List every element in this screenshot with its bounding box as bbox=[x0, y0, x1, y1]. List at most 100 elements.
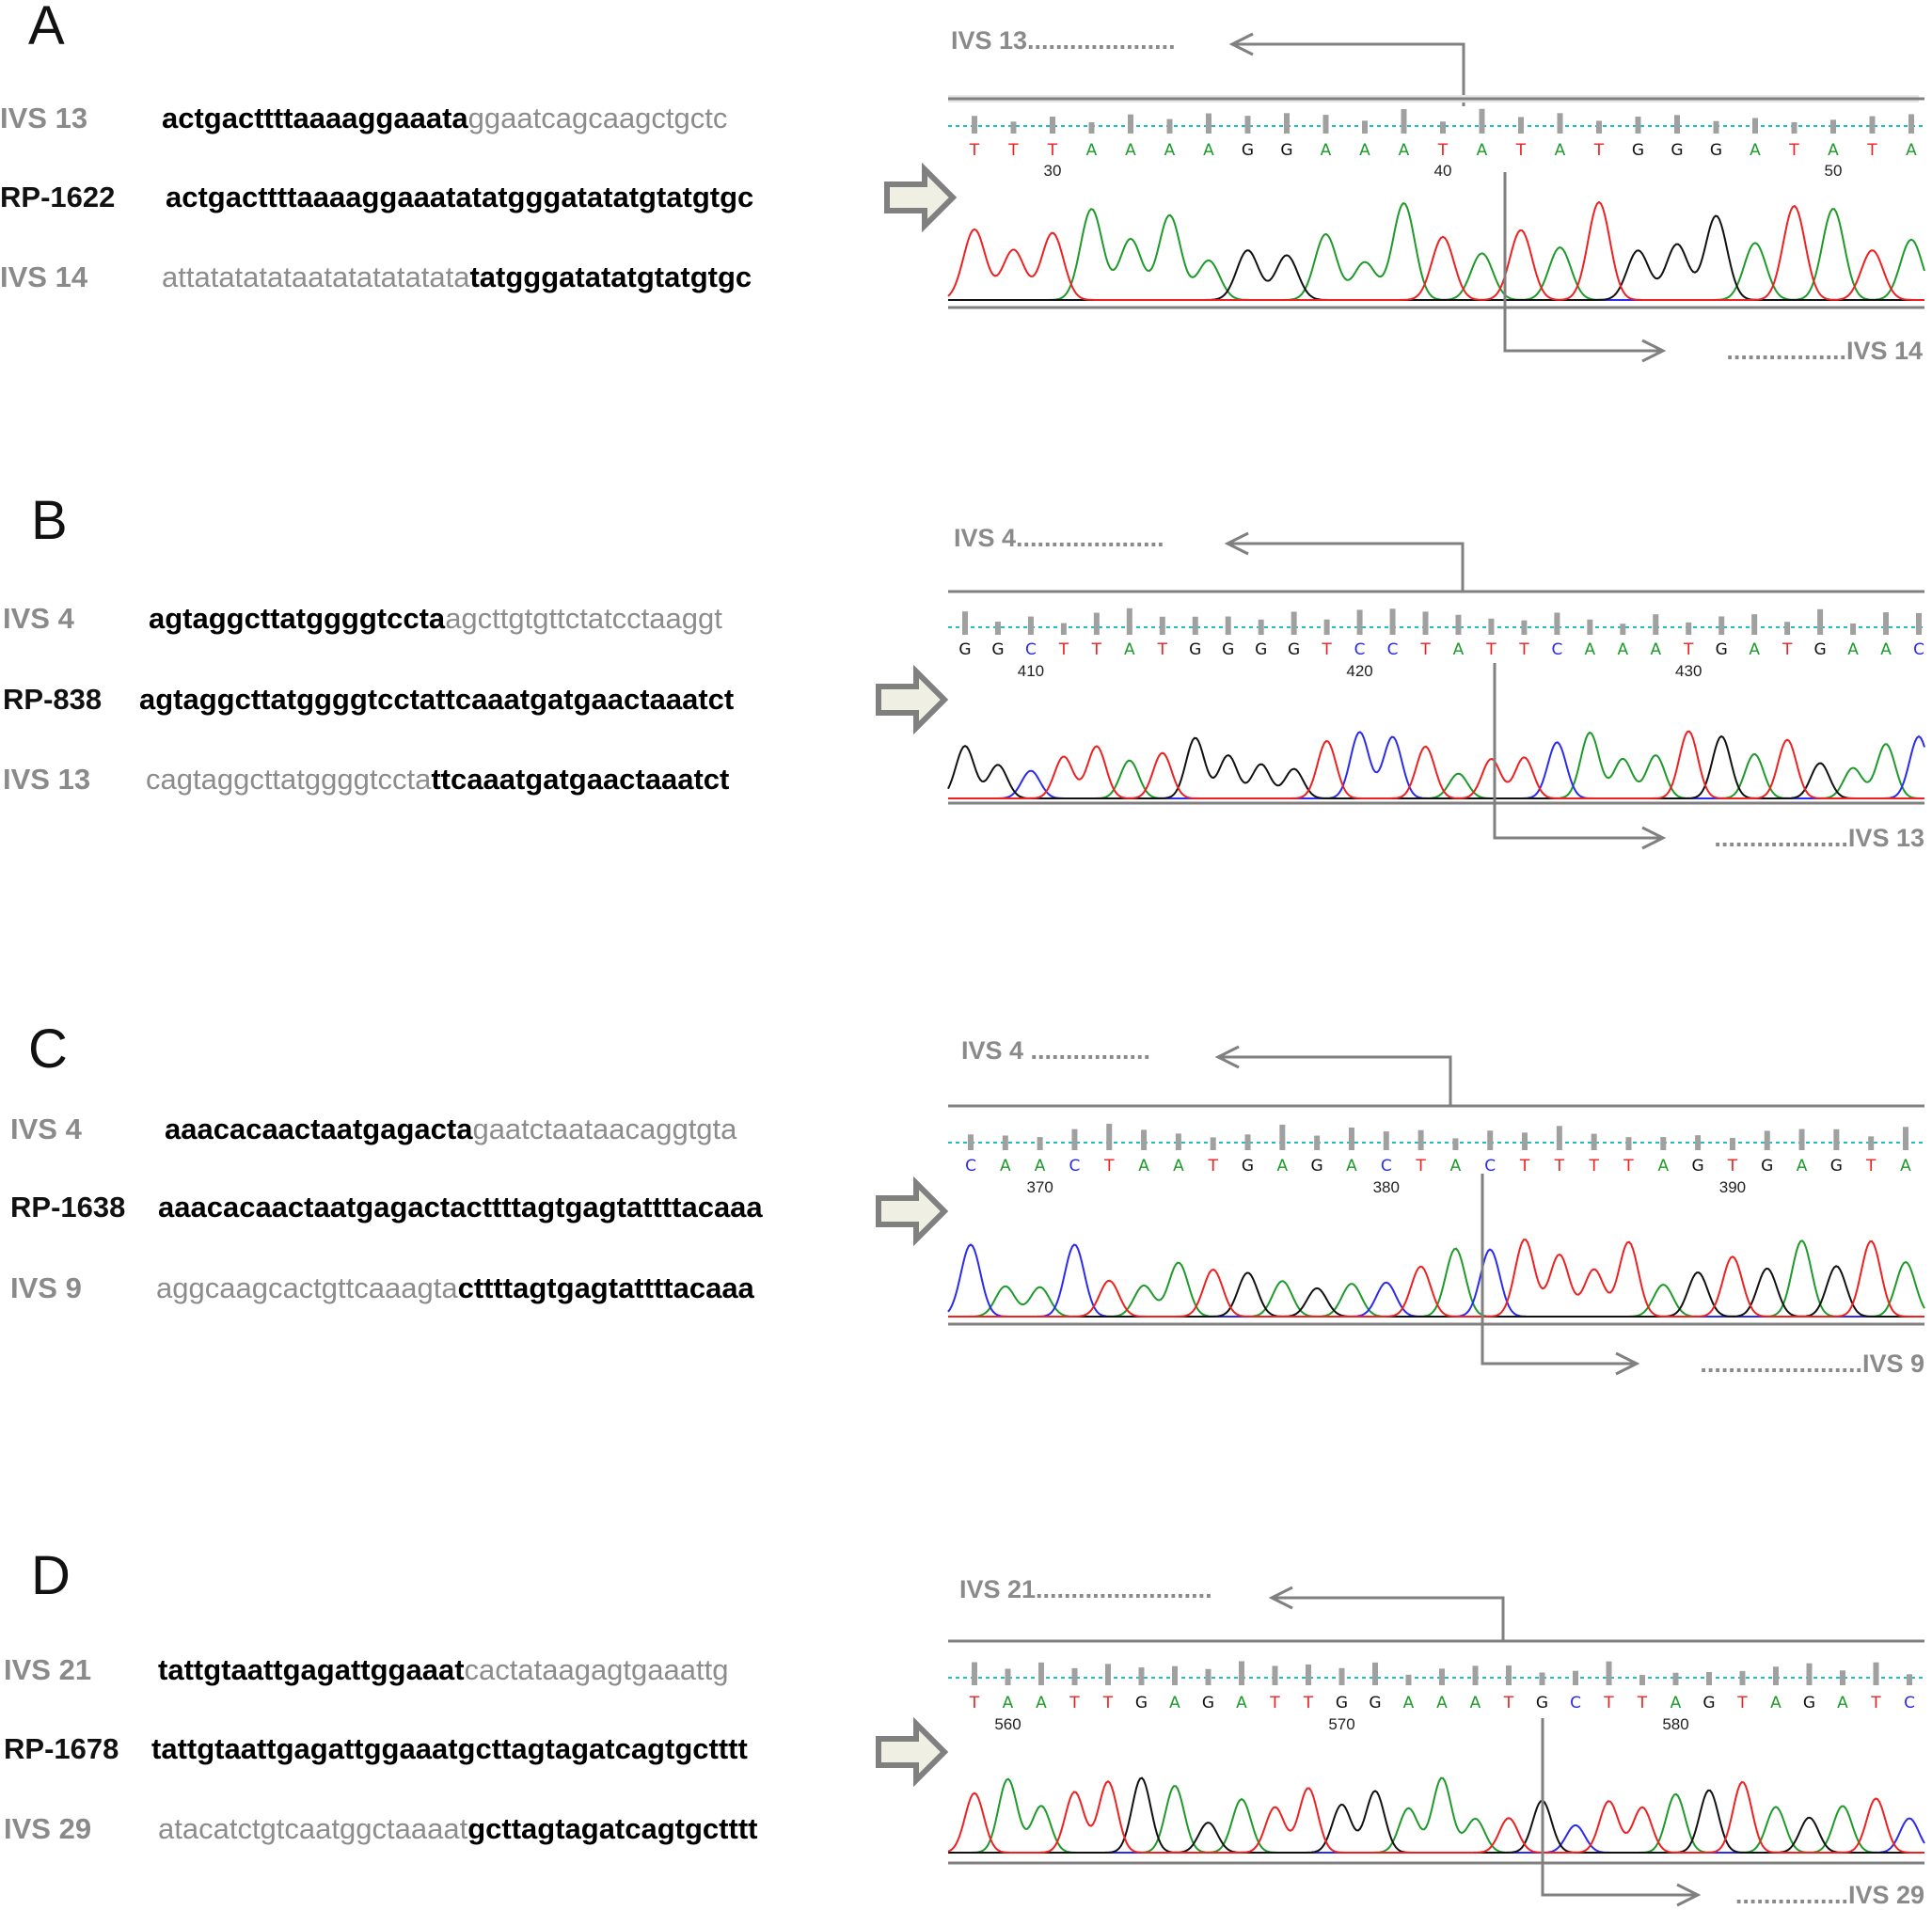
quality-bar bbox=[1348, 1127, 1354, 1150]
base-call: T bbox=[1103, 1157, 1115, 1176]
trace-C bbox=[948, 1817, 1925, 1854]
quality-bar bbox=[1338, 1667, 1345, 1685]
base-call: G bbox=[1814, 640, 1827, 659]
base-call: G bbox=[1632, 141, 1644, 160]
base-call: G bbox=[1710, 141, 1722, 160]
base-call: T bbox=[1683, 640, 1694, 659]
trace-T bbox=[947, 200, 1924, 301]
quality-bar bbox=[1050, 117, 1055, 134]
base-call: G bbox=[1189, 640, 1201, 659]
quality-bar bbox=[1817, 608, 1824, 635]
base-call: T bbox=[1736, 1694, 1748, 1713]
gray-sequence: attatatatataatatatatatata bbox=[162, 260, 470, 293]
base-call: A bbox=[1436, 1694, 1448, 1713]
quality-bar bbox=[994, 622, 1001, 635]
quality-bar bbox=[1773, 1666, 1779, 1685]
row-label: IVS 21 bbox=[4, 1653, 92, 1686]
panel-letter-b: B bbox=[31, 490, 68, 551]
base-call: C bbox=[1025, 640, 1037, 659]
quality-bar bbox=[1521, 620, 1528, 635]
quality-bar bbox=[1556, 1126, 1562, 1150]
quality-bar bbox=[1439, 1668, 1445, 1685]
quality-bar bbox=[1128, 114, 1133, 134]
quality-bar bbox=[1539, 1672, 1545, 1685]
quality-bar bbox=[1138, 1667, 1145, 1685]
quality-bar bbox=[1205, 1668, 1211, 1685]
quality-bar bbox=[1868, 1136, 1875, 1150]
quality-bar bbox=[1314, 1135, 1321, 1150]
quality-bar bbox=[1706, 1671, 1712, 1685]
base-call: A bbox=[1880, 640, 1892, 659]
lower-junction-label: .................IVS 14 bbox=[1726, 337, 1923, 365]
block-arrow-icon bbox=[876, 1176, 949, 1247]
junction-connector-upper bbox=[1227, 542, 1465, 592]
quality-bar bbox=[1141, 1129, 1148, 1150]
base-call: T bbox=[1519, 1157, 1530, 1176]
base-call: T bbox=[1870, 1694, 1881, 1713]
base-call: T bbox=[1321, 640, 1332, 659]
upper-junction-label: IVS 4 ................. bbox=[961, 1036, 1150, 1065]
quality-bar bbox=[1239, 1661, 1244, 1685]
base-call: C bbox=[1484, 1157, 1496, 1176]
position-tick-label: 390 bbox=[1719, 1178, 1746, 1196]
base-call: A bbox=[1359, 141, 1370, 160]
junction-connector-lower bbox=[1503, 172, 1663, 353]
lower-junction-label: .......................IVS 9 bbox=[1700, 1350, 1924, 1378]
base-call: A bbox=[1173, 1157, 1184, 1176]
base-call: T bbox=[1603, 1694, 1614, 1713]
base-call: G bbox=[1830, 1157, 1843, 1176]
row-label: RP-1622 bbox=[0, 181, 116, 213]
base-call: C bbox=[1551, 640, 1562, 659]
base-call: T bbox=[1047, 141, 1058, 160]
quality-bar bbox=[1487, 1130, 1494, 1150]
base-call: T bbox=[1102, 1694, 1114, 1713]
quality-bar bbox=[1002, 1135, 1008, 1150]
base-call: T bbox=[969, 1694, 980, 1713]
quality-bar bbox=[1713, 120, 1719, 134]
base-call: G bbox=[1311, 1157, 1323, 1176]
quality-bar bbox=[1037, 1137, 1043, 1150]
quality-bar bbox=[1695, 1135, 1702, 1150]
quality-bar bbox=[1105, 1664, 1111, 1685]
arrow-right-icon bbox=[1641, 339, 1667, 363]
quality-bar bbox=[1653, 614, 1659, 635]
base-call: A bbox=[1236, 1694, 1247, 1713]
gray-sequence: agcttgtgttctatcctaaggt bbox=[445, 602, 722, 635]
base-call: G bbox=[991, 640, 1004, 659]
junction-connector-upper bbox=[1218, 1055, 1452, 1106]
quality-bar bbox=[1903, 1127, 1908, 1150]
base-call: A bbox=[1847, 640, 1859, 659]
base-call: A bbox=[1900, 1157, 1911, 1176]
trace-T bbox=[948, 730, 1924, 799]
base-call: T bbox=[1782, 640, 1793, 659]
position-tick-label: 420 bbox=[1346, 662, 1372, 680]
quality-bar bbox=[1479, 108, 1485, 134]
quality-bar bbox=[1027, 616, 1034, 635]
base-call: T bbox=[1007, 141, 1019, 160]
base-call: G bbox=[1536, 1694, 1548, 1713]
base-call: A bbox=[1203, 141, 1214, 160]
base-call: A bbox=[1657, 1157, 1669, 1176]
quality-bar bbox=[1166, 118, 1173, 134]
base-call: G bbox=[958, 640, 971, 659]
quality-bar bbox=[1322, 115, 1329, 134]
base-call: G bbox=[1242, 1157, 1254, 1176]
quality-bar bbox=[1739, 1670, 1746, 1685]
row-label: IVS 13 bbox=[3, 763, 91, 796]
upper-junction-label: IVS 21......................... bbox=[959, 1575, 1212, 1603]
quality-bar bbox=[1159, 616, 1165, 635]
base-call: G bbox=[1692, 1157, 1704, 1176]
position-tick-label: 580 bbox=[1662, 1715, 1688, 1733]
quality-bar bbox=[1869, 116, 1876, 134]
quality-bar bbox=[1873, 1662, 1879, 1685]
quality-bar bbox=[1126, 608, 1132, 635]
junction-connector-lower bbox=[1493, 663, 1663, 840]
base-call: A bbox=[1453, 640, 1465, 659]
base-call: A bbox=[1169, 1694, 1180, 1713]
bold-sequence: tattgtaattgagattggaaat bbox=[158, 1653, 465, 1686]
base-call: T bbox=[1588, 1157, 1599, 1176]
base-call: C bbox=[1904, 1694, 1915, 1713]
base-call: T bbox=[1091, 640, 1102, 659]
